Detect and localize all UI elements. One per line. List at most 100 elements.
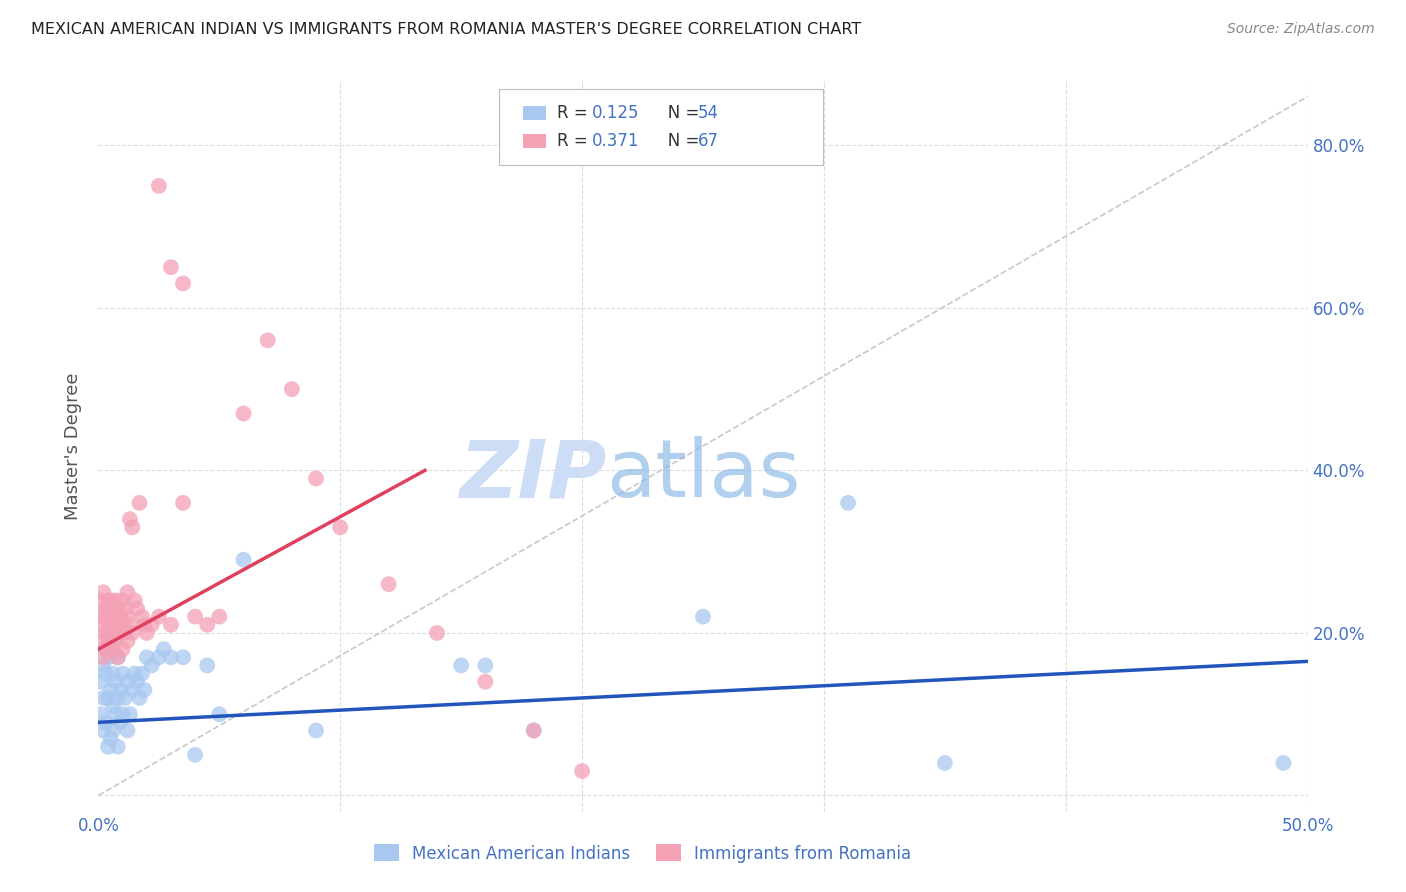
Point bbox=[1272, 756, 1295, 770]
Text: ZIP: ZIP bbox=[458, 436, 606, 515]
Text: 0.371: 0.371 bbox=[592, 132, 640, 150]
Point bbox=[148, 650, 170, 665]
Point bbox=[94, 609, 117, 624]
Point bbox=[107, 739, 129, 754]
Point bbox=[108, 715, 131, 730]
Point bbox=[172, 277, 194, 291]
Point bbox=[118, 512, 141, 526]
Point bbox=[90, 609, 112, 624]
Point bbox=[118, 617, 141, 632]
Text: R =: R = bbox=[557, 104, 593, 122]
Point bbox=[107, 650, 129, 665]
Point bbox=[104, 609, 127, 624]
Point bbox=[141, 617, 163, 632]
Text: 67: 67 bbox=[697, 132, 718, 150]
Point bbox=[474, 658, 496, 673]
Point bbox=[134, 682, 156, 697]
Point bbox=[184, 747, 207, 762]
Point bbox=[128, 690, 150, 705]
Point bbox=[117, 723, 139, 738]
Text: 0.125: 0.125 bbox=[592, 104, 640, 122]
Point bbox=[127, 674, 149, 689]
Point bbox=[172, 496, 194, 510]
Point bbox=[160, 617, 183, 632]
Y-axis label: Master's Degree: Master's Degree bbox=[65, 372, 83, 520]
Point bbox=[100, 682, 122, 697]
Point bbox=[305, 723, 328, 738]
Point bbox=[100, 617, 122, 632]
Point bbox=[135, 650, 157, 665]
Point bbox=[281, 382, 304, 396]
Point bbox=[474, 674, 496, 689]
Point bbox=[101, 626, 124, 640]
Point bbox=[131, 609, 153, 624]
Point bbox=[104, 707, 127, 722]
Point bbox=[94, 715, 117, 730]
Point bbox=[94, 642, 117, 657]
Point bbox=[152, 642, 174, 657]
Point bbox=[124, 666, 146, 681]
Point bbox=[104, 674, 127, 689]
Point bbox=[107, 617, 129, 632]
Text: R =: R = bbox=[557, 132, 593, 150]
Point bbox=[450, 658, 472, 673]
Text: N =: N = bbox=[652, 132, 704, 150]
Point bbox=[127, 601, 149, 615]
Point bbox=[114, 601, 136, 615]
Point bbox=[101, 699, 124, 714]
Legend: Mexican American Indians, Immigrants from Romania: Mexican American Indians, Immigrants fro… bbox=[367, 838, 918, 869]
Point bbox=[100, 731, 122, 746]
Point bbox=[108, 626, 131, 640]
Point bbox=[101, 642, 124, 657]
Point bbox=[111, 642, 134, 657]
Point bbox=[91, 658, 114, 673]
Point bbox=[131, 666, 153, 681]
Point bbox=[837, 496, 859, 510]
Point bbox=[141, 658, 163, 673]
Point bbox=[232, 553, 254, 567]
Point bbox=[107, 690, 129, 705]
Point bbox=[97, 626, 120, 640]
Point bbox=[523, 723, 546, 738]
Point bbox=[148, 178, 170, 193]
Point bbox=[195, 658, 218, 673]
Point bbox=[232, 407, 254, 421]
Point bbox=[692, 609, 714, 624]
Point bbox=[121, 682, 143, 697]
Point bbox=[107, 650, 129, 665]
Point bbox=[97, 634, 120, 648]
Point bbox=[523, 723, 546, 738]
Point bbox=[90, 707, 112, 722]
Point bbox=[94, 601, 117, 615]
Point bbox=[111, 617, 134, 632]
Point bbox=[114, 626, 136, 640]
Point bbox=[108, 682, 131, 697]
Point bbox=[91, 617, 114, 632]
Text: 54: 54 bbox=[697, 104, 718, 122]
Point bbox=[111, 593, 134, 607]
Point bbox=[571, 764, 593, 778]
Point bbox=[97, 601, 120, 615]
Point bbox=[91, 650, 114, 665]
Point bbox=[118, 707, 141, 722]
Point bbox=[90, 634, 112, 648]
Text: Source: ZipAtlas.com: Source: ZipAtlas.com bbox=[1227, 22, 1375, 37]
Point bbox=[91, 690, 114, 705]
Point bbox=[426, 626, 449, 640]
Point bbox=[117, 634, 139, 648]
Point bbox=[128, 496, 150, 510]
Point bbox=[124, 593, 146, 607]
Point bbox=[100, 642, 122, 657]
Point bbox=[100, 634, 122, 648]
Point bbox=[195, 617, 218, 632]
Point bbox=[101, 601, 124, 615]
Point bbox=[117, 674, 139, 689]
Point bbox=[121, 626, 143, 640]
Point bbox=[90, 674, 112, 689]
Point bbox=[91, 723, 114, 738]
Point bbox=[101, 666, 124, 681]
Point bbox=[97, 690, 120, 705]
Point bbox=[101, 723, 124, 738]
Point bbox=[114, 690, 136, 705]
Point bbox=[97, 650, 120, 665]
